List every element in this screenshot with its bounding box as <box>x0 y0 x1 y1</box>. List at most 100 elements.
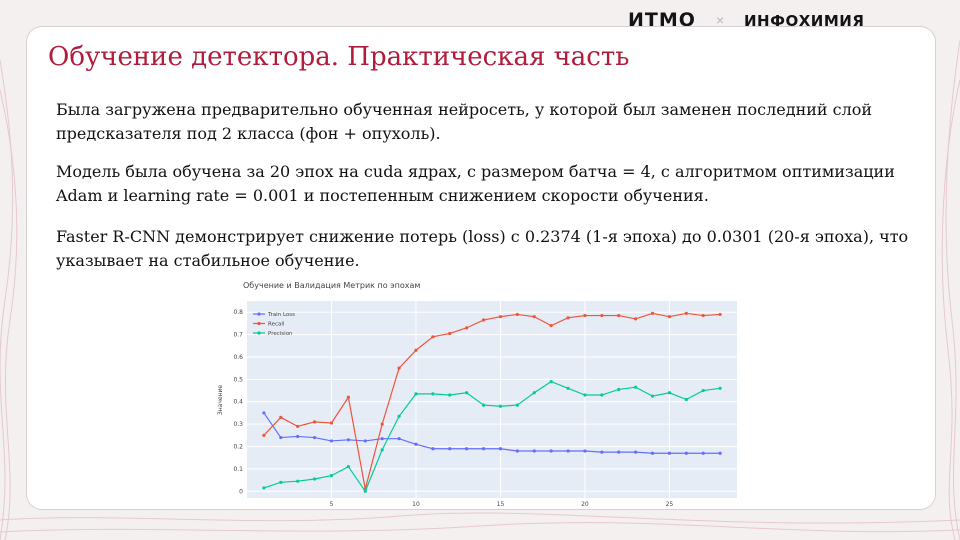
data-point-precision <box>312 477 317 481</box>
y-tick-label: 0.7 <box>233 332 243 339</box>
series-lines <box>262 311 722 493</box>
data-point-precision <box>448 393 452 397</box>
data-point-train-loss <box>532 449 536 453</box>
data-point-train-loss <box>448 447 452 451</box>
paragraph-pretrained: Была загружена предварительно обученная … <box>56 100 873 143</box>
data-point-recall <box>532 315 536 319</box>
data-point-train-loss <box>498 447 503 451</box>
data-point-precision <box>718 386 722 390</box>
data-point-train-loss <box>431 447 435 451</box>
y-axis-label: Значение <box>217 385 224 416</box>
data-point-train-loss <box>262 411 266 415</box>
infochemistry-logo: ИНФОХИМИЯ <box>744 12 865 30</box>
series-line-precision <box>263 380 721 493</box>
data-point-precision <box>650 394 655 398</box>
legend-entry: Train Loss <box>267 312 295 318</box>
data-point-precision <box>279 480 283 484</box>
data-point-train-loss <box>684 451 688 455</box>
y-tick-label: 0.8 <box>233 309 243 316</box>
data-point-recall <box>667 315 672 319</box>
y-tick-label: 0.2 <box>233 444 243 451</box>
data-point-train-loss <box>312 435 317 440</box>
metrics-chart: Обучение и Валидация Метрик по эпохам 0 0… <box>217 281 737 506</box>
data-point-train-loss <box>414 442 418 446</box>
data-point-recall <box>498 315 503 319</box>
data-point-recall <box>718 312 722 317</box>
data-point-recall <box>515 312 519 317</box>
x-tick-label: 15 <box>497 501 505 506</box>
data-point-precision <box>431 392 435 396</box>
logo-separator: × <box>716 12 725 28</box>
header: ИТМО × ИНФОХИМИЯ <box>0 0 960 40</box>
legend-entry: Precision <box>268 331 293 337</box>
data-point-precision <box>380 448 384 452</box>
data-point-recall <box>634 317 638 321</box>
legend-marker <box>257 331 261 335</box>
data-point-train-loss <box>363 439 367 443</box>
data-point-recall <box>617 313 621 318</box>
data-point-precision <box>617 387 621 392</box>
paragraph-training-params: Модель была обучена за 20 эпох на cuda я… <box>56 162 895 205</box>
data-point-train-loss <box>329 439 334 443</box>
y-tick-label: 0.6 <box>233 354 243 361</box>
data-point-train-loss <box>397 437 401 441</box>
y-tick-label: 0 <box>239 488 243 495</box>
data-point-recall <box>481 318 486 322</box>
data-point-precision <box>515 403 519 407</box>
data-point-recall <box>329 421 334 425</box>
data-point-recall <box>380 422 384 426</box>
data-point-recall <box>566 316 570 320</box>
data-point-recall <box>431 335 435 339</box>
data-point-recall <box>600 313 604 318</box>
y-tick-label: 0.4 <box>233 399 243 406</box>
series-line-recall <box>263 312 721 490</box>
data-point-precision <box>465 391 469 395</box>
data-point-train-loss <box>549 449 553 453</box>
x-tick-label: 20 <box>581 501 589 506</box>
x-tick-label: 25 <box>666 501 674 506</box>
data-point-train-loss <box>701 451 705 455</box>
data-point-train-loss <box>481 447 486 451</box>
data-point-train-loss <box>600 450 604 454</box>
legend-entry: Recall <box>268 322 285 328</box>
data-point-recall <box>583 313 587 318</box>
data-point-precision <box>329 474 334 478</box>
legend-marker <box>257 321 261 326</box>
data-point-precision <box>566 386 570 390</box>
data-point-recall <box>279 415 283 420</box>
data-point-train-loss <box>634 450 638 454</box>
data-point-precision <box>498 404 503 408</box>
data-point-precision <box>414 392 418 396</box>
y-tick-label: 0.5 <box>233 376 243 383</box>
x-tick-label: 10 <box>412 501 420 506</box>
data-point-precision <box>600 393 604 397</box>
data-point-train-loss <box>650 451 655 455</box>
data-point-precision <box>296 479 300 483</box>
data-point-train-loss <box>718 451 722 455</box>
data-point-recall <box>684 311 688 315</box>
data-point-recall <box>346 395 350 399</box>
data-point-recall <box>397 366 401 370</box>
data-point-precision <box>684 397 688 402</box>
data-point-train-loss <box>667 451 672 455</box>
slide-title: Обучение детектора. Практическая часть <box>48 42 630 72</box>
data-point-train-loss <box>566 449 570 453</box>
data-point-train-loss <box>296 434 300 439</box>
tick-labels: 0 0.1 0.2 0.3 0.4 0.5 0.6 0.7 0.8 5 10 15 20 25 <box>233 309 673 506</box>
y-tick-label: 0.3 <box>233 421 243 428</box>
data-point-train-loss <box>583 449 587 453</box>
x-tick-label: 5 <box>330 501 334 506</box>
data-point-precision <box>583 393 587 397</box>
data-point-recall <box>296 424 300 428</box>
grid-lines <box>247 301 737 498</box>
data-point-precision <box>346 465 350 469</box>
legend-marker <box>257 312 261 316</box>
data-point-recall <box>549 324 553 328</box>
data-point-recall <box>312 420 317 424</box>
itmo-logo: ИТМО <box>628 9 696 31</box>
data-point-train-loss <box>346 438 350 442</box>
chart-title: Обучение и Валидация Метрик по эпохам <box>243 281 420 290</box>
data-point-recall <box>414 348 418 352</box>
data-point-recall <box>465 326 469 330</box>
